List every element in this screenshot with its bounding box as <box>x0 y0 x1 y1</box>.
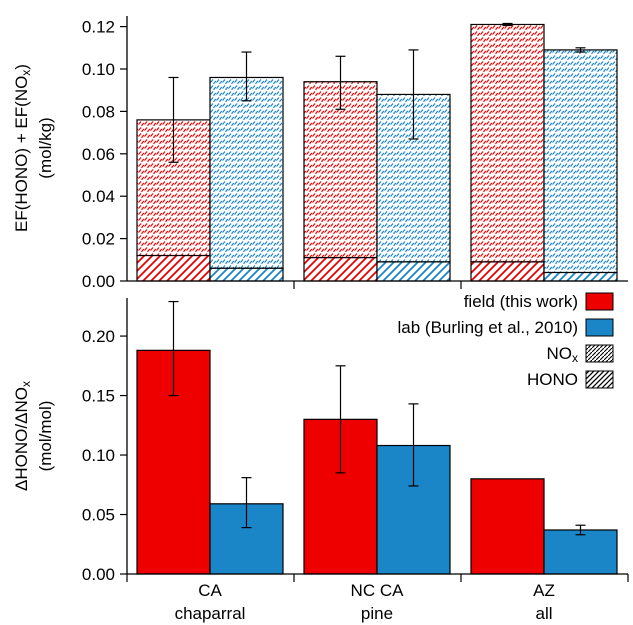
legend-swatch-hono <box>585 370 614 389</box>
bottom-y-tick-label: 0.20 <box>82 327 115 346</box>
top-y-label-end: ) <box>12 64 31 70</box>
legend: field (this work) lab (Burling et al., 2… <box>398 292 614 389</box>
top-y-label-sub: x <box>19 70 33 76</box>
svg-text:ΔHONO/ΔNOx: ΔHONO/ΔNOx <box>12 381 33 491</box>
top-y-tick-label: 0.10 <box>82 60 115 79</box>
top-y-axis-units: (mol/kg) <box>36 117 55 178</box>
bottom-y-tick-label: 0.10 <box>82 446 115 465</box>
bottom-y-tick-label: 0.05 <box>82 506 115 525</box>
top-bar-nc-ca-pine-lab-hono <box>376 261 451 282</box>
x-category-label-az-all-line2: all <box>535 604 552 623</box>
top-y-ticks: 0.00 0.02 0.04 0.06 0.08 0.10 0.12 <box>82 18 127 291</box>
bottom-y-axis-units: (mol/mol) <box>36 401 55 472</box>
top-bar-ca-chaparral-lab-nox <box>209 76 284 269</box>
legend-swatch-nox <box>585 344 614 363</box>
legend-nox-sub: x <box>572 351 578 365</box>
top-y-axis-label: EF(HONO) + EF(NOx) <box>12 64 33 232</box>
top-bar-az-all-lab-hono <box>543 271 618 282</box>
bottom-y-tick-label: 0.00 <box>82 565 115 584</box>
top-bar-nc-ca-pine-field-hono <box>303 257 378 282</box>
top-bar-az-all-field-nox <box>470 23 545 263</box>
x-category-label-ca-chaparral-line2: chaparral <box>175 604 246 623</box>
top-panel: 0.00 0.02 0.04 0.06 0.08 0.10 0.12 EF(HONO) + … <box>12 16 628 291</box>
x-category-label-nc-ca-pine-line1: NC CA <box>351 581 405 600</box>
top-bar-az-all-field-hono <box>470 261 545 282</box>
top-y-tick-label: 0.00 <box>82 272 115 291</box>
top-y-tick-label: 0.12 <box>82 18 115 37</box>
top-bar-az-all-lab-nox <box>543 49 618 274</box>
legend-label-field: field (this work) <box>464 292 578 311</box>
top-y-tick-label: 0.06 <box>82 145 115 164</box>
top-y-tick-label: 0.04 <box>82 187 115 206</box>
bottom-bar-az-all-field <box>470 478 545 575</box>
top-y-tick-label: 0.02 <box>82 230 115 249</box>
x-category-label-nc-ca-pine-line2: pine <box>361 604 393 623</box>
bottom-x-ticks: CA chaparral NC CA pine AZ all <box>126 574 629 623</box>
bottom-bar-az-all-lab <box>543 529 618 575</box>
bottom-y-label-sub: x <box>19 381 33 387</box>
bottom-panel: 0.00 0.05 0.10 0.15 0.20 CA chaparral NC CA pin… <box>12 292 629 623</box>
bottom-y-ticks: 0.00 0.05 0.10 0.15 0.20 <box>82 327 127 584</box>
top-bar-ca-chaparral-lab-hono <box>209 267 284 282</box>
top-bar-nc-ca-pine-field-nox <box>303 81 378 259</box>
svg-text:EF(HONO) + EF(NOx): EF(HONO) + EF(NOx) <box>12 64 33 232</box>
legend-label-hono: HONO <box>527 370 578 389</box>
legend-label-lab: lab (Burling et al., 2010) <box>398 318 579 337</box>
legend-label-nox: NOx <box>547 344 579 365</box>
bottom-y-tick-label: 0.15 <box>82 387 115 406</box>
top-bars <box>136 23 618 282</box>
top-x-ticks <box>293 281 462 289</box>
top-bar-ca-chaparral-field-hono <box>136 254 211 282</box>
x-category-label-ca-chaparral-line1: CA <box>198 581 222 600</box>
legend-swatch-lab <box>585 318 614 337</box>
bottom-y-axis-label: ΔHONO/ΔNOx <box>12 381 33 491</box>
legend-nox-main: NO <box>547 344 573 363</box>
bottom-error-bars <box>168 300 586 536</box>
legend-swatch-field <box>585 292 614 311</box>
top-error-bars <box>168 22 586 163</box>
x-category-label-az-all-line1: AZ <box>533 581 555 600</box>
bottom-y-label-main: ΔHONO/ΔNO <box>12 387 31 491</box>
top-y-label-main: EF(HONO) + EF(NO <box>12 76 31 232</box>
top-y-tick-label: 0.08 <box>82 102 115 121</box>
